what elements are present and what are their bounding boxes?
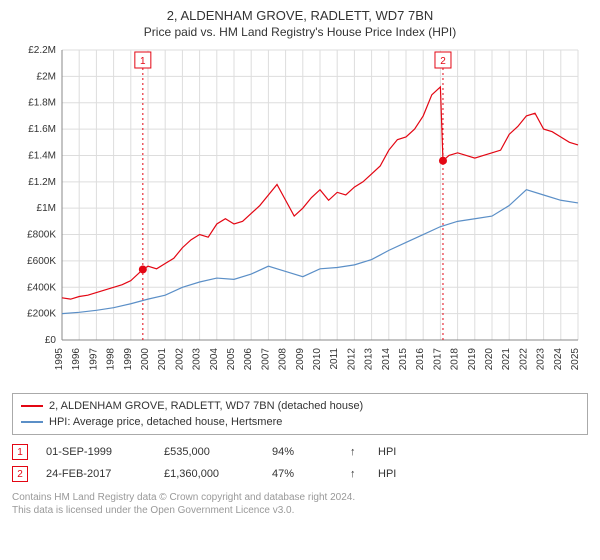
arrow-up-icon: ↑ — [350, 446, 360, 458]
svg-text:2018: 2018 — [450, 348, 461, 371]
transaction-number: 1 — [12, 444, 28, 460]
legend-row: 2, ALDENHAM GROVE, RADLETT, WD7 7BN (det… — [21, 398, 579, 414]
svg-text:2008: 2008 — [278, 348, 289, 371]
legend-label: HPI: Average price, detached house, Hert… — [49, 416, 282, 428]
svg-text:1995: 1995 — [54, 348, 65, 371]
svg-text:2004: 2004 — [209, 348, 220, 371]
svg-text:£1.2M: £1.2M — [28, 177, 56, 188]
svg-text:1: 1 — [140, 56, 146, 67]
svg-text:£400K: £400K — [27, 282, 56, 293]
svg-text:2023: 2023 — [536, 348, 547, 371]
svg-text:£2.2M: £2.2M — [28, 45, 56, 56]
legend-row: HPI: Average price, detached house, Hert… — [21, 414, 579, 430]
svg-text:2009: 2009 — [295, 348, 306, 371]
svg-text:2: 2 — [440, 56, 446, 67]
legend-swatch — [21, 421, 43, 423]
svg-text:2001: 2001 — [157, 348, 168, 371]
svg-text:£600K: £600K — [27, 256, 56, 267]
svg-text:£800K: £800K — [27, 230, 56, 241]
svg-text:2013: 2013 — [364, 348, 375, 371]
footer-line1: Contains HM Land Registry data © Crown c… — [12, 491, 588, 504]
transaction-date: 01-SEP-1999 — [46, 446, 146, 458]
svg-text:2021: 2021 — [501, 348, 512, 371]
svg-text:£1.8M: £1.8M — [28, 98, 56, 109]
svg-text:1999: 1999 — [123, 348, 134, 371]
svg-text:2025: 2025 — [570, 348, 581, 371]
svg-text:2003: 2003 — [192, 348, 203, 371]
svg-text:2000: 2000 — [140, 348, 151, 371]
transaction-price: £1,360,000 — [164, 468, 254, 480]
svg-text:2024: 2024 — [553, 348, 564, 371]
svg-text:2017: 2017 — [432, 348, 443, 371]
svg-text:1997: 1997 — [88, 348, 99, 371]
svg-text:£1.6M: £1.6M — [28, 124, 56, 135]
legend-swatch — [21, 405, 43, 407]
transaction-date: 24-FEB-2017 — [46, 468, 146, 480]
transaction-number: 2 — [12, 466, 28, 482]
svg-text:2020: 2020 — [484, 348, 495, 371]
svg-text:2015: 2015 — [398, 348, 409, 371]
svg-text:2012: 2012 — [346, 348, 357, 371]
page-subtitle: Price paid vs. HM Land Registry's House … — [12, 25, 588, 39]
page-title: 2, ALDENHAM GROVE, RADLETT, WD7 7BN — [12, 8, 588, 23]
svg-text:2019: 2019 — [467, 348, 478, 371]
transaction-relative: 94% — [272, 446, 332, 458]
svg-text:2005: 2005 — [226, 348, 237, 371]
svg-text:2014: 2014 — [381, 348, 392, 371]
svg-text:1996: 1996 — [71, 348, 82, 371]
svg-text:2007: 2007 — [260, 348, 271, 371]
footer-text: Contains HM Land Registry data © Crown c… — [12, 491, 588, 517]
transaction-row: 1 01-SEP-1999 £535,000 94% ↑ HPI — [12, 441, 588, 463]
price-chart: £0 £200K £400K £600K £800K £1M £1.2M £1.4M £1.6M… — [12, 45, 588, 385]
legend-label: 2, ALDENHAM GROVE, RADLETT, WD7 7BN (det… — [49, 400, 363, 412]
svg-text:2011: 2011 — [329, 348, 340, 370]
svg-text:2022: 2022 — [518, 348, 529, 371]
svg-text:2010: 2010 — [312, 348, 323, 371]
legend: 2, ALDENHAM GROVE, RADLETT, WD7 7BN (det… — [12, 393, 588, 435]
footer-line2: This data is licensed under the Open Gov… — [12, 504, 588, 517]
svg-text:2006: 2006 — [243, 348, 254, 371]
svg-text:£2M: £2M — [37, 71, 56, 82]
svg-text:2002: 2002 — [174, 348, 185, 371]
svg-text:£0: £0 — [45, 335, 57, 346]
svg-text:2016: 2016 — [415, 348, 426, 371]
transaction-hpi-label: HPI — [378, 446, 396, 458]
svg-text:£1.4M: £1.4M — [28, 150, 56, 161]
transaction-row: 2 24-FEB-2017 £1,360,000 47% ↑ HPI — [12, 463, 588, 485]
svg-text:£1M: £1M — [37, 203, 56, 214]
transaction-price: £535,000 — [164, 446, 254, 458]
transaction-table: 1 01-SEP-1999 £535,000 94% ↑ HPI 2 24-FEB-2017 £… — [12, 441, 588, 485]
svg-text:1998: 1998 — [106, 348, 117, 371]
transaction-hpi-label: HPI — [378, 468, 396, 480]
transaction-relative: 47% — [272, 468, 332, 480]
svg-text:£200K: £200K — [27, 309, 56, 320]
arrow-up-icon: ↑ — [350, 468, 360, 480]
